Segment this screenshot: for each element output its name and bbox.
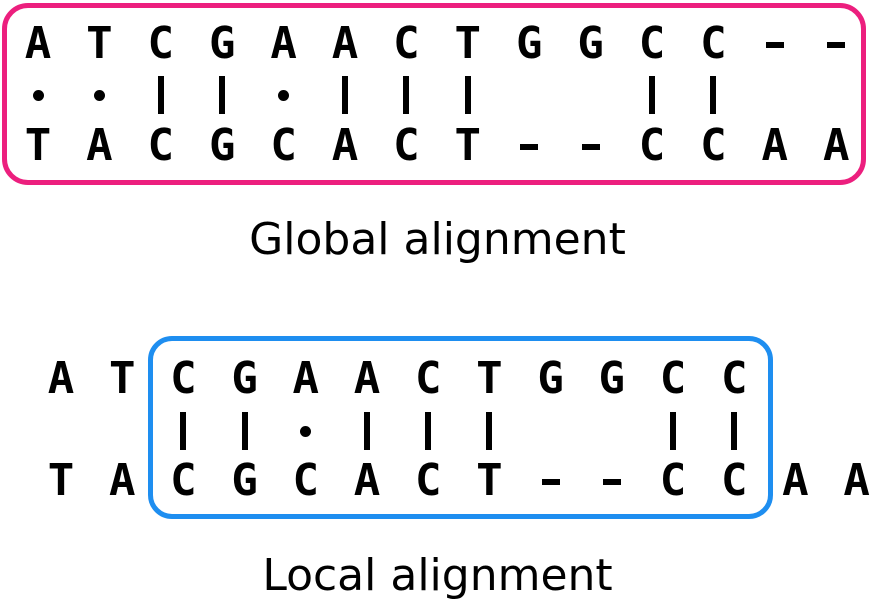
local-alignment-bottom-base: T <box>476 455 503 506</box>
global-alignment-top-base: C <box>700 18 727 69</box>
global-alignment-bottom-base: C <box>700 120 727 171</box>
local-alignment-match-bar <box>731 412 738 450</box>
local-alignment-gap-dash <box>541 479 560 485</box>
global-alignment-top-base: G <box>577 18 604 69</box>
global-alignment-top-base: T <box>86 18 113 69</box>
global-alignment-bottom-base: A <box>331 120 359 171</box>
local-alignment-top-base: C <box>659 353 687 404</box>
global-alignment-mismatch-dot <box>32 90 44 101</box>
local-alignment-top-base: G <box>537 353 564 404</box>
global-alignment-bottom-base: C <box>270 120 297 171</box>
global-alignment-gap-dash <box>520 144 539 150</box>
global-alignment-match-bar <box>710 76 717 114</box>
local-alignment-bottom-base: A <box>782 455 809 506</box>
global-alignment-gap-dash <box>765 42 784 48</box>
global-alignment-match-bar <box>403 76 410 114</box>
global-alignment-top-base: A <box>331 18 359 69</box>
global-alignment-bottom-base: G <box>208 120 236 171</box>
global-alignment-top-base: G <box>515 18 543 69</box>
global-alignment-bottom-base: A <box>822 120 850 171</box>
local-alignment-match-bar <box>425 412 432 450</box>
global-alignment-bottom-base: T <box>24 120 52 171</box>
local-alignment-bottom-base: C <box>720 455 748 506</box>
global-alignment-match-bar <box>219 76 226 114</box>
global-alignment-gap-dash <box>581 144 600 150</box>
local-alignment-bottom-base: C <box>292 455 320 506</box>
global-alignment-bottom-base: A <box>86 120 113 171</box>
local-alignment-frame <box>148 336 773 519</box>
local-alignment-match-bar <box>180 412 187 450</box>
global-alignment-top-base: A <box>24 18 52 69</box>
local-alignment-gap-dash <box>602 479 621 485</box>
global-alignment-top-base: A <box>270 18 297 69</box>
local-alignment-top-base: G <box>598 353 626 404</box>
global-alignment-match-bar <box>649 76 655 114</box>
local-alignment-bottom-base: C <box>414 455 442 506</box>
global-alignment-match-bar <box>157 76 164 114</box>
local-alignment-bottom-base: A <box>353 455 381 506</box>
local-alignment-top-base: A <box>47 353 75 404</box>
local-alignment-top-base: C <box>170 353 197 404</box>
global-alignment-bottom-base: C <box>638 120 666 171</box>
global-alignment-gap-dash <box>827 42 846 48</box>
global-alignment-top-base: C <box>147 18 175 69</box>
local-alignment-top-base: A <box>292 353 320 404</box>
local-alignment-mismatch-dot <box>300 426 312 437</box>
local-alignment-caption: Local alignment <box>262 550 613 601</box>
local-alignment-match-bar <box>670 412 676 450</box>
local-alignment-top-base: C <box>720 353 748 404</box>
global-alignment-frame <box>2 3 866 185</box>
global-alignment-mismatch-dot <box>93 90 105 101</box>
global-alignment-top-base: G <box>208 18 236 69</box>
local-alignment-bottom-base: C <box>170 455 197 506</box>
local-alignment-match-bar <box>364 412 370 450</box>
global-alignment-top-base: C <box>393 18 420 69</box>
local-alignment-bottom-base: A <box>843 455 870 506</box>
local-alignment-top-base: C <box>414 353 442 404</box>
global-alignment-match-bar <box>342 76 348 114</box>
local-alignment-bottom-base: A <box>108 455 136 506</box>
global-alignment-bottom-base: C <box>393 120 420 171</box>
local-alignment-bottom-base: G <box>231 455 258 506</box>
global-alignment-top-base: T <box>454 18 482 69</box>
global-alignment-match-bar <box>464 76 471 114</box>
local-alignment-bottom-base: C <box>659 455 687 506</box>
local-alignment-top-base: G <box>231 353 258 404</box>
global-alignment-bottom-base: A <box>761 120 789 171</box>
local-alignment-top-base: T <box>476 353 503 404</box>
local-alignment-top-base: T <box>108 353 136 404</box>
global-alignment-bottom-base: C <box>147 120 175 171</box>
global-alignment-bottom-base: T <box>454 120 482 171</box>
local-alignment-match-bar <box>486 412 493 450</box>
local-alignment-bottom-base: T <box>47 455 75 506</box>
local-alignment-match-bar <box>241 412 248 450</box>
local-alignment-top-base: A <box>353 353 381 404</box>
global-alignment-mismatch-dot <box>278 90 290 101</box>
global-alignment-caption: Global alignment <box>249 214 626 265</box>
global-alignment-top-base: C <box>638 18 666 69</box>
